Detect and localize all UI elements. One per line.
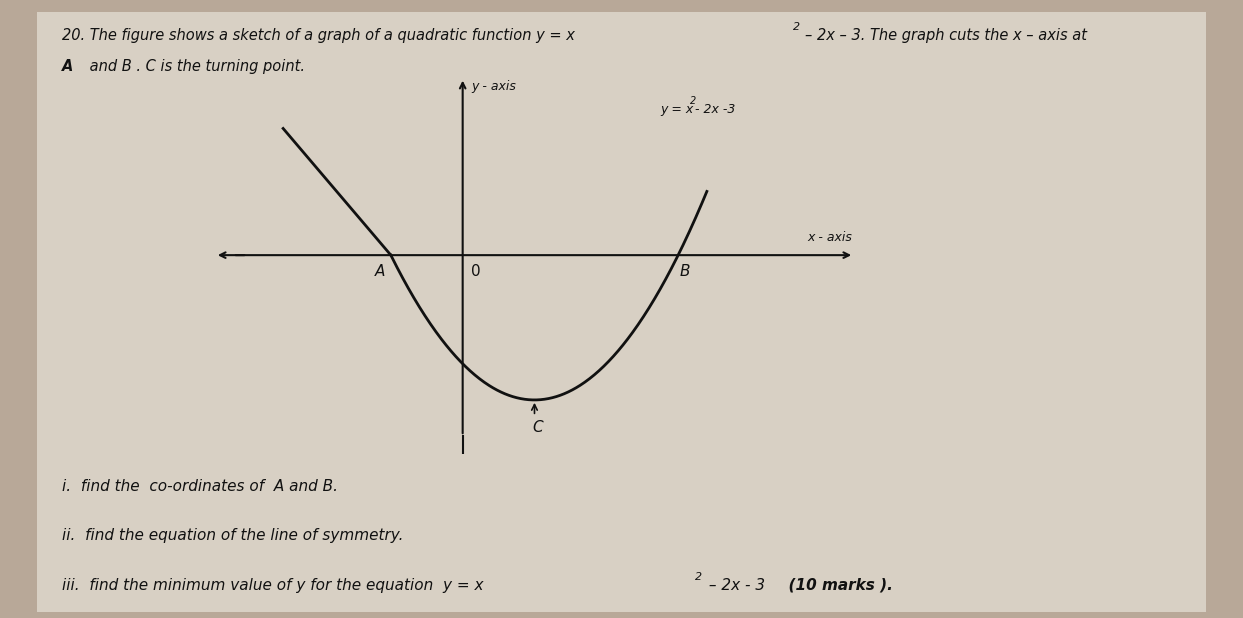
Text: iii.  find the minimum value of y for the equation  y = x: iii. find the minimum value of y for the… bbox=[62, 578, 484, 593]
Text: - 2x -3: - 2x -3 bbox=[695, 103, 736, 116]
Text: C: C bbox=[533, 420, 543, 435]
Text: – 2x - 3: – 2x - 3 bbox=[704, 578, 764, 593]
Text: i.  find the  co-ordinates of  A and B.: i. find the co-ordinates of A and B. bbox=[62, 479, 338, 494]
Text: A: A bbox=[375, 265, 385, 279]
Text: 20. The figure shows a sketch of a graph of a quadratic function y = x: 20. The figure shows a sketch of a graph… bbox=[62, 28, 576, 43]
FancyBboxPatch shape bbox=[37, 12, 1206, 612]
Text: A: A bbox=[62, 59, 73, 74]
Text: 2: 2 bbox=[690, 96, 696, 106]
Text: – 2x – 3. The graph cuts the x – axis at: – 2x – 3. The graph cuts the x – axis at bbox=[805, 28, 1088, 43]
Text: 2: 2 bbox=[793, 22, 800, 32]
Text: B: B bbox=[680, 265, 691, 279]
Text: ii.  find the equation of the line of symmetry.: ii. find the equation of the line of sym… bbox=[62, 528, 404, 543]
Text: (10 marks ).: (10 marks ). bbox=[778, 578, 892, 593]
Text: x - axis: x - axis bbox=[807, 231, 851, 243]
Text: y - axis: y - axis bbox=[471, 80, 516, 93]
Text: 2: 2 bbox=[695, 572, 702, 582]
Text: y = x: y = x bbox=[660, 103, 694, 116]
Text: and B . C is the turning point.: and B . C is the turning point. bbox=[85, 59, 305, 74]
Text: 0: 0 bbox=[471, 265, 481, 279]
